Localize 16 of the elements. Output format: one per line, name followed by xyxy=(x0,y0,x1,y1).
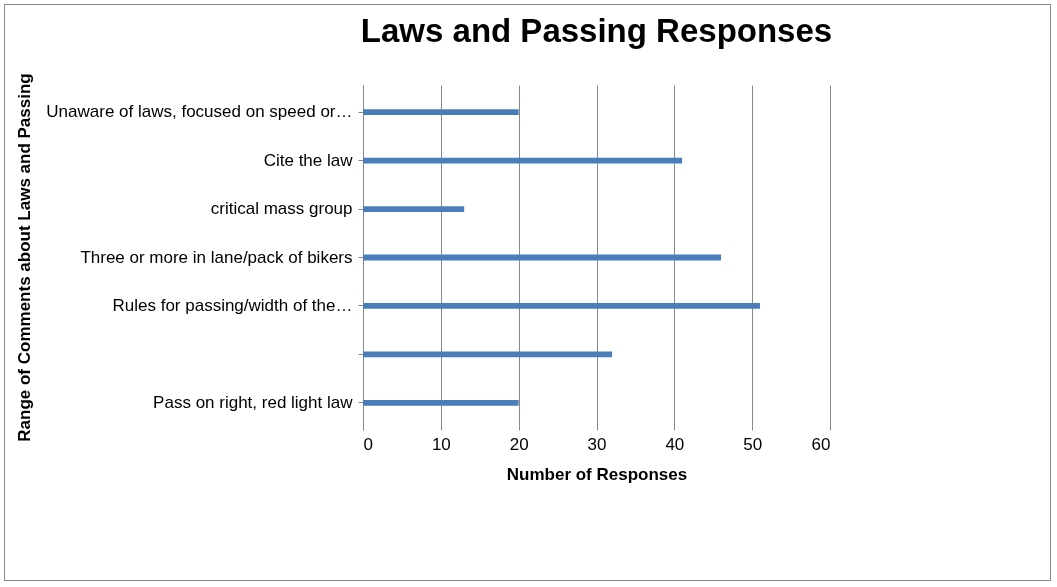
y-axis-title: Range of Comments about Laws and Passing xyxy=(14,73,34,442)
x-tick-label: 30 xyxy=(587,434,607,454)
x-tick-label: 0 xyxy=(363,434,373,454)
x-tick-label: 10 xyxy=(431,434,451,454)
x-tick-label: 40 xyxy=(665,434,685,454)
y-tick-label: Three or more in lane/pack of bikers xyxy=(80,247,353,267)
chart-title: Laws and Passing Responses xyxy=(360,11,833,49)
x-tick-label: 20 xyxy=(509,434,529,454)
y-tick-label: Cite the law xyxy=(263,150,354,170)
y-tick-label: Rules for passing/width of the… xyxy=(112,295,353,315)
y-tick-label: Pass on right, red light law xyxy=(153,392,354,412)
x-tick-label: 50 xyxy=(743,434,763,454)
y-tick-label: critical mass group xyxy=(210,199,353,219)
x-tick-label: 60 xyxy=(811,434,831,454)
y-tick-label: Unaware of laws, focused on speed or… xyxy=(46,102,353,122)
x-axis-title: Number of Responses xyxy=(506,464,688,484)
